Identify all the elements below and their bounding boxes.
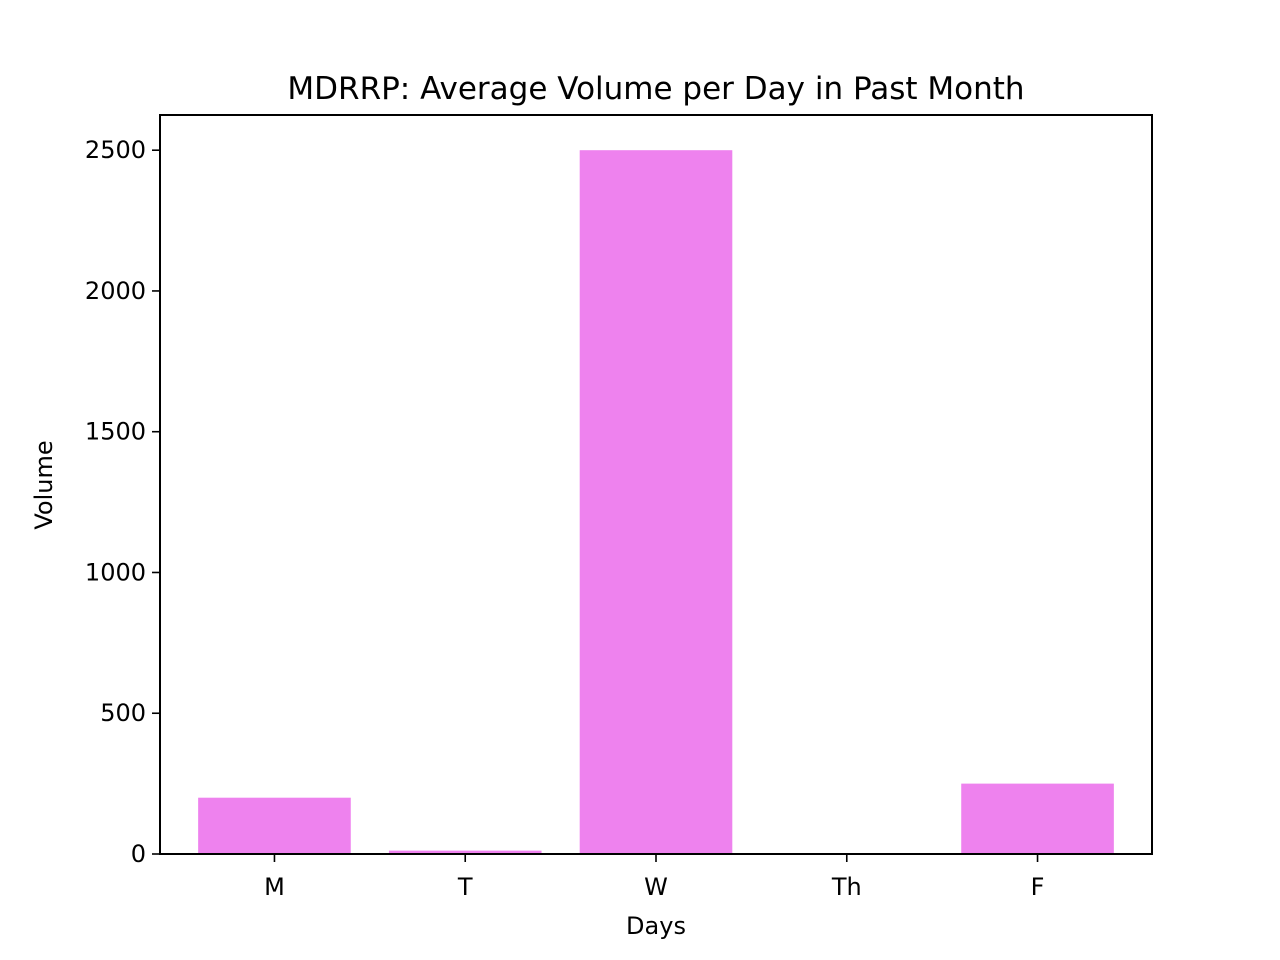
x-tick-label: W bbox=[644, 873, 668, 901]
bar-w bbox=[579, 150, 733, 854]
y-tick-label: 2500 bbox=[85, 136, 146, 164]
y-axis-label: Volume bbox=[30, 440, 58, 529]
bar-t bbox=[388, 850, 542, 854]
bar-f bbox=[961, 783, 1114, 854]
x-tick-label: M bbox=[264, 873, 285, 901]
y-tick-label: 0 bbox=[131, 840, 146, 868]
chart-title: MDRRP: Average Volume per Day in Past Mo… bbox=[287, 71, 1024, 107]
y-tick-label: 2000 bbox=[85, 277, 146, 305]
x-tick-label: F bbox=[1031, 873, 1045, 901]
x-tick-label: T bbox=[457, 873, 473, 901]
bar-m bbox=[198, 797, 351, 854]
y-axis-ticks: 0 500 1000 1500 2000 2500 bbox=[85, 136, 160, 868]
x-tick-label: Th bbox=[831, 873, 862, 901]
y-tick-label: 1500 bbox=[85, 418, 146, 446]
x-axis-label: Days bbox=[626, 912, 686, 940]
x-axis-ticks: M T W Th F bbox=[264, 854, 1044, 901]
bars-layer bbox=[198, 150, 1114, 854]
y-tick-label: 500 bbox=[100, 699, 146, 727]
y-tick-label: 1000 bbox=[85, 558, 146, 586]
